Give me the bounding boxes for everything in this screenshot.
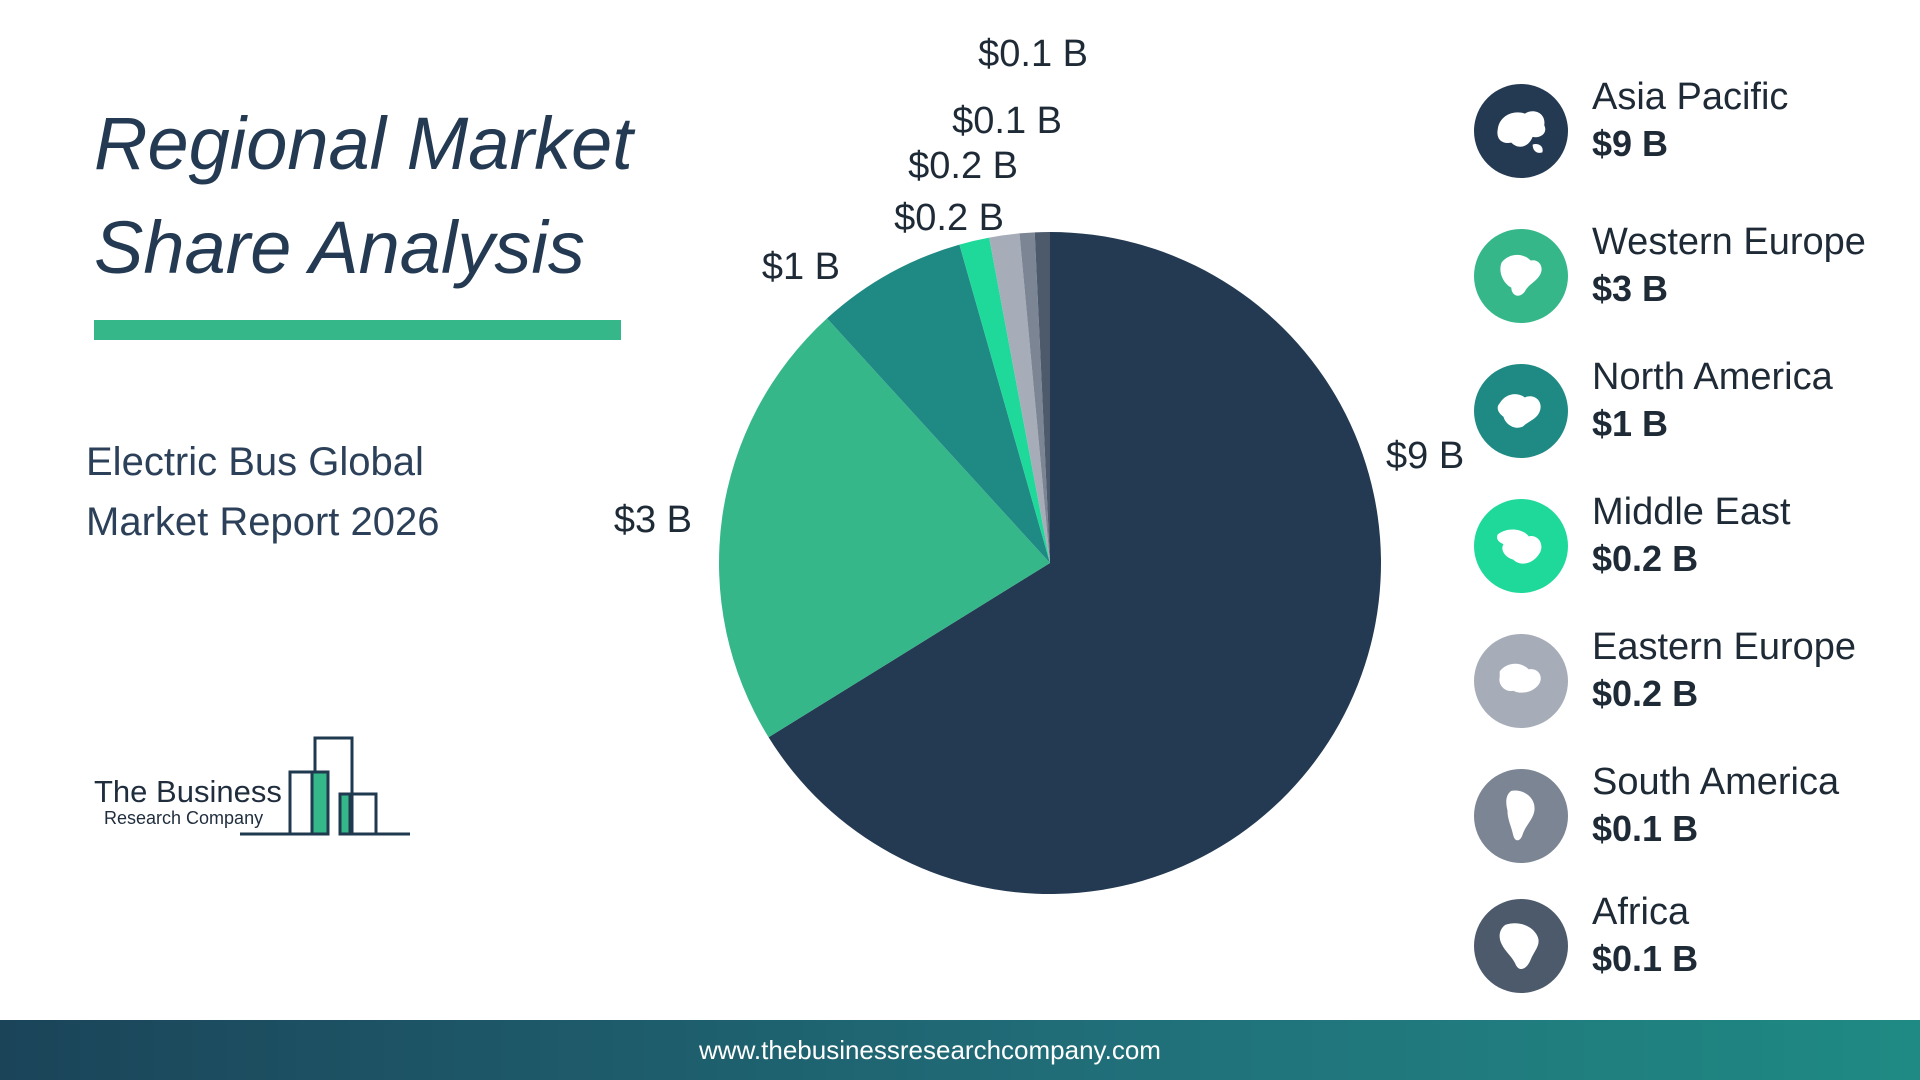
africa-map-icon [1474,899,1568,993]
legend-region-name: Eastern Europe [1592,626,1857,668]
legend-region-name: Asia Pacific [1592,76,1789,118]
slice-label-south-america: $0.1 B [952,100,1062,142]
asia-pacific-map-icon [1474,84,1568,178]
north-america-map-icon [1474,364,1568,458]
title-line-1: Regional Market [94,102,633,185]
legend-region-value: $3 B [1592,268,1669,309]
eastern-europe-map-icon [1474,634,1568,728]
legend-region-value: $0.1 B [1592,808,1699,849]
footer-url[interactable]: www.thebusinessresearchcompany.com [699,1035,1161,1065]
pie-slice-north-america[interactable] [827,244,1050,563]
legend-item-south-america: South America $0.1 B [1474,761,1914,871]
pie-slice-eastern-europe[interactable] [989,233,1050,563]
slice-label-africa: $0.1 B [978,33,1088,75]
legend-item-western-europe: Western Europe $3 B [1474,221,1914,331]
page-title: Regional Market Share Analysis [94,92,694,300]
legend-region-value: $1 B [1592,403,1669,444]
legend-item-asia-pacific: Asia Pacific $9 B [1474,76,1914,186]
slice-label-north-america: $1 B [762,246,840,288]
company-logo: The Business Research Company [90,728,440,838]
legend-region-name: Africa [1592,891,1690,933]
subtitle-line-2: Market Report 2026 [86,500,440,544]
south-america-map-icon [1474,769,1568,863]
title-underline-bar [94,320,621,340]
middle-east-map-icon [1474,499,1568,593]
slice-label-middle-east: $0.2 B [894,197,1004,239]
logo-bars-icon [240,736,410,836]
legend-region-value: $0.2 B [1592,538,1699,579]
pie-slice-western-europe[interactable] [719,318,1050,738]
slice-label-western-europe: $3 B [614,499,692,541]
legend-region-name: South America [1592,761,1840,803]
logo-text-line-2: Research Company [104,808,264,828]
legend-region-name: Western Europe [1592,221,1866,263]
pie-slice-asia-pacific[interactable] [768,232,1382,895]
legend-region-name: Middle East [1592,491,1791,533]
slice-label-eastern-europe: $0.2 B [908,145,1018,187]
report-subtitle: Electric Bus Global Market Report 2026 [86,432,566,552]
legend-item-middle-east: Middle East $0.2 B [1474,491,1914,601]
subtitle-line-1: Electric Bus Global [86,440,424,484]
pie-slice-south-america[interactable] [1019,232,1050,563]
pie-slice-africa[interactable] [1034,231,1050,563]
legend-region-value: $9 B [1592,123,1669,164]
legend-item-eastern-europe: Eastern Europe $0.2 B [1474,626,1914,736]
legend-item-north-america: North America $1 B [1474,356,1914,466]
logo-text-line-1: The Business [94,774,282,809]
western-europe-map-icon [1474,229,1568,323]
slice-label-asia-pacific: $9 B [1386,435,1464,477]
legend-region-value: $0.2 B [1592,673,1699,714]
footer-bar: www.thebusinessresearchcompany.com [0,1020,1920,1080]
title-line-2: Share Analysis [94,206,585,289]
pie-slice-middle-east[interactable] [959,237,1050,563]
legend-region-value: $0.1 B [1592,938,1699,979]
legend-item-africa: Africa $0.1 B [1474,891,1914,1001]
legend-region-name: North America [1592,356,1833,398]
